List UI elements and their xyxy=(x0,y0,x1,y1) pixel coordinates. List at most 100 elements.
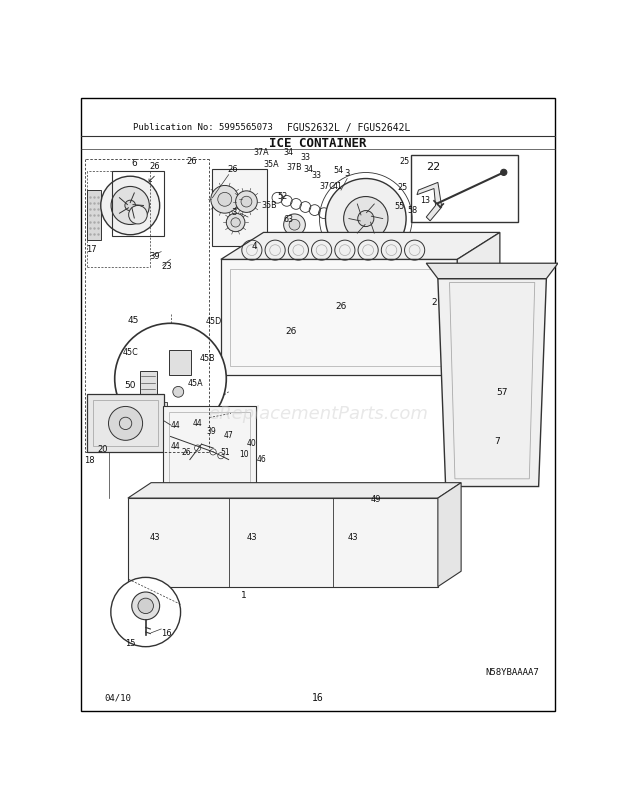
Text: 26: 26 xyxy=(181,448,191,457)
Text: FGUS2632L / FGUS2642L: FGUS2632L / FGUS2642L xyxy=(286,123,410,133)
Text: 6: 6 xyxy=(131,159,137,168)
Circle shape xyxy=(173,387,184,398)
Circle shape xyxy=(358,211,374,227)
Text: 45C: 45C xyxy=(122,348,138,357)
Text: 15: 15 xyxy=(125,638,135,647)
Text: 63: 63 xyxy=(283,215,293,224)
Bar xyxy=(162,406,255,491)
Polygon shape xyxy=(417,183,441,221)
Text: 39: 39 xyxy=(149,252,161,261)
Circle shape xyxy=(218,193,232,207)
Text: 44: 44 xyxy=(193,419,203,427)
Text: 34: 34 xyxy=(303,164,314,174)
Text: 43: 43 xyxy=(247,533,257,541)
Text: 51: 51 xyxy=(220,448,229,457)
Text: 25: 25 xyxy=(399,157,410,166)
Text: 26: 26 xyxy=(335,302,347,310)
Text: 55: 55 xyxy=(394,202,404,211)
Text: N58YBAAAA7: N58YBAAAA7 xyxy=(485,667,539,676)
Text: 54: 54 xyxy=(334,165,343,175)
Polygon shape xyxy=(458,233,500,375)
Circle shape xyxy=(125,201,136,212)
Text: 33: 33 xyxy=(300,152,311,161)
Circle shape xyxy=(231,218,241,228)
Text: 3: 3 xyxy=(231,208,237,217)
Text: 45B: 45B xyxy=(200,354,216,363)
Text: 26: 26 xyxy=(149,162,161,171)
Bar xyxy=(169,412,249,484)
Bar xyxy=(128,499,438,587)
Circle shape xyxy=(115,324,226,435)
Text: 17: 17 xyxy=(86,245,97,253)
Circle shape xyxy=(119,418,131,430)
Text: ICE CONTAINER: ICE CONTAINER xyxy=(269,136,366,150)
Polygon shape xyxy=(438,483,461,587)
Text: 4: 4 xyxy=(251,241,257,251)
Circle shape xyxy=(218,453,224,460)
Bar xyxy=(87,395,164,452)
Circle shape xyxy=(111,187,149,225)
Text: 57: 57 xyxy=(497,388,508,397)
Text: 43: 43 xyxy=(149,533,161,541)
Text: 33: 33 xyxy=(311,171,321,180)
Circle shape xyxy=(501,170,507,176)
Text: 23: 23 xyxy=(161,261,172,271)
Text: 41: 41 xyxy=(333,182,343,191)
Text: 37C: 37C xyxy=(319,182,335,191)
Circle shape xyxy=(100,177,159,236)
Bar xyxy=(112,172,164,237)
Text: Publication No: 5995565073: Publication No: 5995565073 xyxy=(133,124,273,132)
Text: 44: 44 xyxy=(171,442,181,451)
Text: 39: 39 xyxy=(206,427,216,435)
Circle shape xyxy=(289,220,300,231)
Circle shape xyxy=(195,445,201,452)
Circle shape xyxy=(343,197,388,241)
Text: 37B: 37B xyxy=(286,164,303,172)
Text: 52: 52 xyxy=(278,192,288,200)
Text: 13: 13 xyxy=(420,196,430,205)
Text: 26: 26 xyxy=(187,157,198,166)
Polygon shape xyxy=(128,483,461,499)
Circle shape xyxy=(138,598,153,614)
Text: 49: 49 xyxy=(371,494,381,503)
Text: 16: 16 xyxy=(312,692,324,702)
Bar xyxy=(212,169,267,246)
Circle shape xyxy=(326,180,406,259)
Text: 44: 44 xyxy=(171,421,181,430)
Bar xyxy=(140,371,156,395)
Text: 35A: 35A xyxy=(264,160,279,169)
Text: 45D: 45D xyxy=(206,317,222,326)
Text: 3: 3 xyxy=(345,168,350,177)
Text: ↙: ↙ xyxy=(146,174,156,184)
Bar xyxy=(87,191,100,241)
Bar xyxy=(169,350,190,375)
Circle shape xyxy=(131,592,159,620)
Text: 18: 18 xyxy=(84,456,94,464)
Text: 26: 26 xyxy=(227,164,238,174)
Text: eReplacementParts.com: eReplacementParts.com xyxy=(208,405,428,423)
Circle shape xyxy=(111,577,180,647)
Text: 25: 25 xyxy=(398,183,408,192)
Circle shape xyxy=(226,214,245,233)
Polygon shape xyxy=(221,260,458,375)
Text: 22: 22 xyxy=(427,162,440,172)
Text: 26: 26 xyxy=(285,327,296,336)
Text: 50: 50 xyxy=(125,380,136,389)
Text: 37A: 37A xyxy=(254,148,269,157)
Ellipse shape xyxy=(273,237,297,253)
Polygon shape xyxy=(438,279,546,487)
Text: 40: 40 xyxy=(247,439,257,448)
Text: 2: 2 xyxy=(431,298,437,307)
Text: 46: 46 xyxy=(257,454,267,463)
Circle shape xyxy=(128,206,148,225)
Circle shape xyxy=(211,186,239,214)
Polygon shape xyxy=(151,403,167,414)
Bar xyxy=(410,156,518,223)
Bar xyxy=(93,401,158,446)
Text: 47: 47 xyxy=(224,431,234,439)
Text: 04/10: 04/10 xyxy=(105,692,131,702)
Polygon shape xyxy=(221,233,500,260)
Text: 10: 10 xyxy=(239,449,249,458)
Polygon shape xyxy=(427,264,558,279)
Circle shape xyxy=(108,407,143,441)
